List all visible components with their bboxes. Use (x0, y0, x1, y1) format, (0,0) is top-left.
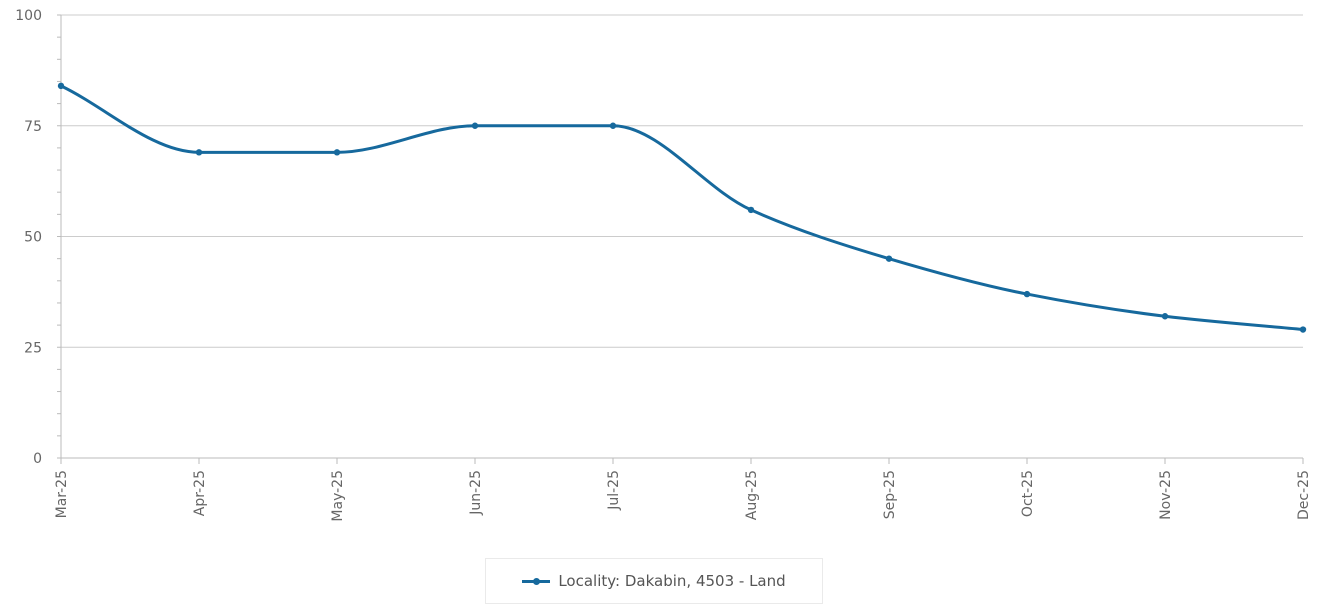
data-point[interactable] (471, 122, 479, 129)
x-tick-label: Dec-25 (1296, 470, 1312, 520)
data-point[interactable] (747, 206, 755, 214)
data-point[interactable] (609, 122, 617, 129)
y-tick-label: 25 (24, 340, 42, 356)
legend-series-label: Locality: Dakabin, 4503 - Land (558, 572, 786, 590)
y-tick-label: 100 (15, 8, 42, 24)
data-point[interactable] (195, 149, 203, 156)
x-tick-label: Nov-25 (1158, 470, 1174, 520)
x-tick-label: Sep-25 (882, 470, 898, 519)
y-tick-label: 50 (24, 230, 42, 246)
legend-series-swatch (522, 575, 551, 587)
x-tick-label: Jul-25 (606, 470, 622, 511)
gridlines (61, 14, 1303, 348)
data-point[interactable] (1023, 290, 1031, 298)
x-tick-label: Aug-25 (744, 470, 760, 520)
x-tick-label: Oct-25 (1020, 470, 1036, 517)
data-point[interactable] (333, 149, 341, 156)
line-chart: 0 25 50 75 100 Mar-25 Apr-25 May-25 Jun-25 Jul-2… (15, 8, 1312, 522)
x-axis-ticks: Mar-25 Apr-25 May-25 Jun-25 Jul-25 Aug-25 Sep-… (54, 458, 1312, 522)
y-tick-label: 0 (33, 451, 42, 467)
legend-marker (533, 578, 541, 585)
x-tick-label: May-25 (330, 470, 346, 522)
x-tick-label: Apr-25 (192, 470, 208, 516)
x-tick-label: Jun-25 (468, 470, 484, 516)
x-tick-label: Mar-25 (54, 470, 70, 518)
data-point[interactable] (57, 82, 65, 90)
series (57, 82, 1307, 333)
y-tick-label: 75 (24, 119, 42, 135)
data-point[interactable] (1161, 313, 1169, 320)
data-point[interactable] (885, 255, 893, 262)
chart-legend[interactable]: Locality: Dakabin, 4503 - Land (485, 558, 823, 604)
series-line[interactable] (60, 84, 1304, 332)
data-point[interactable] (1299, 326, 1307, 333)
y-axis-ticks: 0 25 50 75 100 (15, 8, 61, 467)
